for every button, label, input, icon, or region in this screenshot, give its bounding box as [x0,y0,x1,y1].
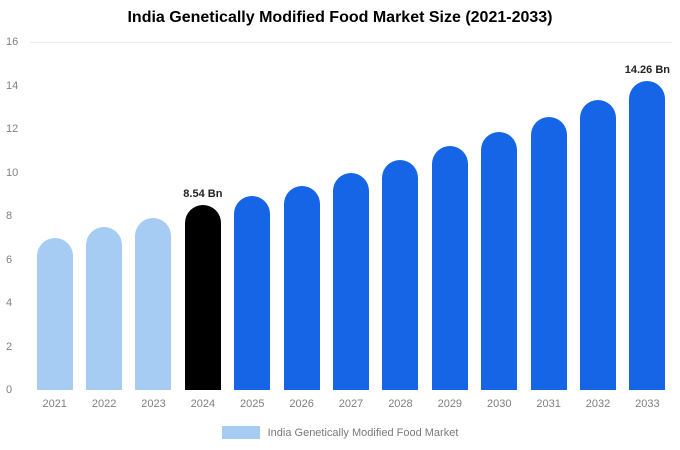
legend-label: India Genetically Modified Food Market [267,426,459,439]
bar-2030 [481,131,518,390]
bar-value-label-2024: 8.54 Bn [183,187,223,200]
bar-column-2021 [30,43,79,390]
bar-column-2025 [228,43,277,390]
bar-2027 [333,173,370,390]
y-tick-label: 6 [6,253,13,266]
bar-column-2028 [376,43,425,390]
y-tick-label: 0 [6,384,13,396]
y-tick-label: 16 [6,36,19,48]
bar-column-2027 [326,43,375,390]
bar-value-label-2033: 14.26 Bn [624,63,670,76]
bar-column-2022 [79,43,128,390]
bar-column-2029 [425,43,474,390]
chart-title: India Genetically Modified Food Market S… [127,9,553,26]
bar-column-2031 [524,43,573,390]
x-tick-label-2022: 2022 [91,398,117,410]
bar-2023 [135,217,172,390]
bar-2024 [184,204,221,390]
bar-2026 [283,186,320,390]
plot-area: 8.54 Bn 14.26 Bn [30,42,672,390]
bar-2028 [382,160,419,390]
bars-container: 8.54 Bn 14.26 Bn [30,43,672,390]
x-tick-label-2027: 2027 [338,398,364,410]
x-axis-labels: 2021 2022 2023 2024 2025 2026 2027 2028 2029 2030… [30,398,672,410]
x-tick-label-2024: 2024 [190,398,216,410]
y-tick-label: 4 [6,297,13,309]
bar-2022 [86,227,123,390]
bar-2025 [234,195,271,390]
x-tick-label-2025: 2025 [240,398,265,410]
y-tick-label: 14 [6,79,19,92]
bar-column-2024: 8.54 Bn [178,43,227,390]
bar-2029 [431,146,468,390]
bar-column-2032 [573,43,622,390]
bar-column-2030 [475,43,524,390]
x-tick-label-2021: 2021 [42,398,67,410]
y-tick-label: 10 [6,166,19,179]
y-axis: 0 2 4 6 8 10 12 14 16 [6,36,28,396]
legend: India Genetically Modified Food Market [0,426,680,439]
bar-column-2033: 14.26 Bn [623,43,672,390]
bar-column-2026 [277,43,326,390]
x-tick-label-2028: 2028 [388,398,413,410]
y-tick-label: 12 [6,123,19,135]
x-tick-label-2029: 2029 [437,398,463,410]
bar-2033 [629,80,666,390]
x-tick-label-2030: 2030 [486,398,512,410]
bar-2032 [579,100,616,390]
x-tick-label-2032: 2032 [585,398,611,410]
x-tick-label-2033: 2033 [635,398,660,410]
legend-swatch [221,426,260,439]
bar-2031 [530,116,567,390]
y-tick-label: 2 [6,340,13,353]
x-tick-label-2031: 2031 [536,398,561,410]
bar-column-2023 [129,43,178,390]
x-tick-label-2026: 2026 [289,398,314,410]
x-tick-label-2023: 2023 [141,398,166,410]
bar-2021 [36,238,73,390]
y-tick-label: 8 [6,210,13,222]
